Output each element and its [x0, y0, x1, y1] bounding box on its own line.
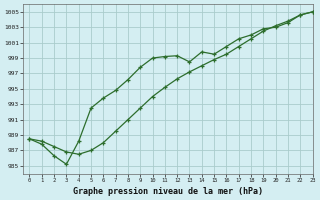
X-axis label: Graphe pression niveau de la mer (hPa): Graphe pression niveau de la mer (hPa): [73, 187, 263, 196]
